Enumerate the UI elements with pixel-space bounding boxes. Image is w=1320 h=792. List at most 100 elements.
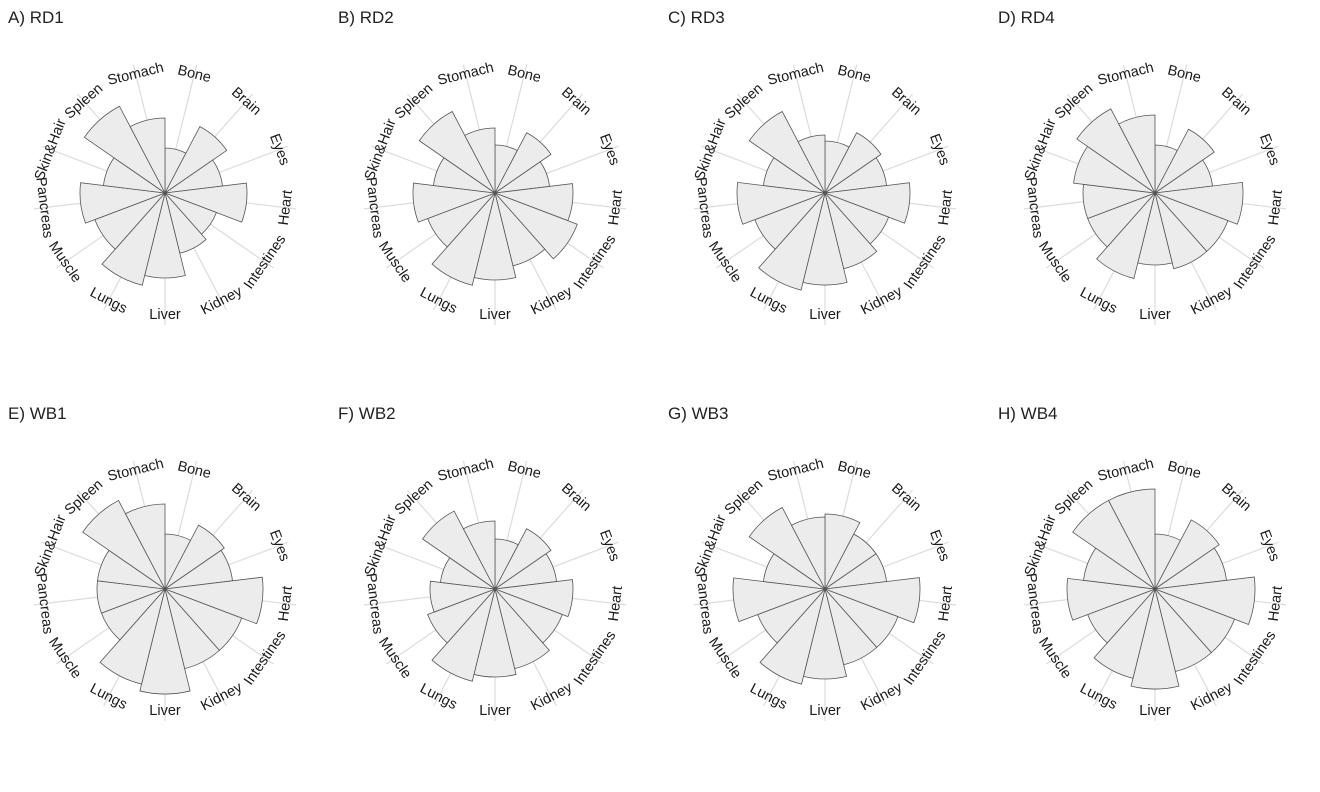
category-label-spleen: Spleen [722,477,766,519]
category-label-muscle: Muscle [375,635,414,682]
petal-pancreas [412,182,496,223]
petal-pancreas [736,181,826,225]
category-label-stomach: Stomach [1096,60,1155,89]
category-label-stomach: Stomach [436,60,495,89]
category-label-muscle: Muscle [705,635,744,682]
panel-title: A) RD1 [8,8,64,27]
chart-panel: Bone Brain Eyes Heart Intestines Kidney Liver L… [990,0,1320,396]
petal-brain [494,132,552,194]
category-label-pancreas: Pancreas [362,176,385,239]
category-label-eyes: Eyes [1256,132,1282,168]
petal-brain [824,132,882,194]
category-label-pancreas: Pancreas [692,572,715,635]
category-label-lungs: Lungs [1077,681,1119,714]
category-label-muscle: Muscle [1035,239,1074,286]
petal-kidney [1154,192,1208,270]
petal-lungs [101,192,166,286]
category-label-spleen: Spleen [392,477,436,519]
category-label-muscle: Muscle [45,635,84,682]
category-label-intestines: Intestines [901,628,949,688]
petal-stomach [790,516,826,590]
petal-muscle [427,588,496,644]
petal-heart [1154,576,1256,625]
category-label-skin-hair: Skin&Hair [692,117,730,183]
category-label-intestines: Intestines [1231,628,1279,688]
petal-liver [1130,588,1180,690]
chart-panel: Bone Brain Eyes Heart Intestines Kidney Liver L… [0,0,330,396]
petal-pancreas [429,580,496,613]
category-label-spleen: Spleen [1052,477,1096,519]
petal-brain [1154,128,1215,194]
category-label-intestines: Intestines [241,628,289,688]
category-label-brain: Brain [228,480,264,514]
category-label-heart: Heart [276,189,296,226]
category-label-bone: Bone [176,459,213,483]
category-label-heart: Heart [276,585,296,622]
category-label-pancreas: Pancreas [32,176,55,239]
petal-heart [164,576,264,625]
petal-brain [494,528,552,590]
category-label-bone: Bone [1166,63,1203,87]
petal-stomach [462,520,496,590]
category-label-brain: Brain [1218,84,1254,118]
category-label-heart: Heart [1266,585,1286,622]
category-label-lungs: Lungs [747,681,789,714]
category-label-skin-hair: Skin&Hair [1022,513,1060,579]
petal-brain [164,524,225,590]
petal-stomach [129,117,166,194]
category-label-eyes: Eyes [926,528,952,564]
category-label-stomach: Stomach [766,456,825,485]
category-label-heart: Heart [606,585,626,622]
category-label-lungs: Lungs [1077,285,1119,318]
category-label-spleen: Spleen [392,81,436,123]
petal-pancreas [1066,577,1156,621]
category-label-bone: Bone [836,63,873,87]
category-label-heart: Heart [936,189,956,226]
petal-lungs [431,588,496,682]
category-label-pancreas: Pancreas [32,572,55,635]
category-label-skin-hair: Skin&Hair [362,117,400,183]
category-label-liver: Liver [149,703,181,719]
category-label-stomach: Stomach [436,456,495,485]
petal-brain [1154,519,1220,590]
chart-panel: Bone Brain Eyes Heart Intestines Kidney Liver L… [0,396,330,792]
petal-spleen [83,105,166,194]
panel-title: H) WB4 [998,404,1058,423]
category-label-brain: Brain [558,480,594,514]
petal-stomach [797,134,826,194]
petal-pancreas [732,577,826,623]
category-label-spleen: Spleen [722,81,766,123]
petal-spleen [748,506,826,590]
category-label-bone: Bone [176,63,213,87]
chart-panel: Bone Brain Eyes Heart Intestines Kidney Liver L… [330,0,660,396]
petal-spleen [748,110,826,194]
category-label-kidney: Kidney [858,679,905,714]
panel-title: C) RD3 [668,8,725,27]
category-label-eyes: Eyes [266,528,292,564]
category-label-eyes: Eyes [266,132,292,168]
category-label-skin-hair: Skin&Hair [692,513,730,579]
petals [82,499,264,695]
category-label-kidney: Kidney [198,679,245,714]
category-label-liver: Liver [1139,307,1171,323]
category-label-liver: Liver [479,703,511,719]
petal-spleen [422,510,496,590]
petal-spleen [1076,108,1156,194]
category-label-liver: Liver [149,307,181,323]
category-label-brain: Brain [888,84,924,118]
panel-title: B) RD2 [338,8,394,27]
category-label-pancreas: Pancreas [1022,572,1045,635]
petals [422,510,574,682]
petal-lungs [758,192,826,291]
category-label-liver: Liver [809,703,841,719]
petal-stomach [1107,488,1156,590]
category-label-heart: Heart [606,189,626,226]
category-label-stomach: Stomach [1096,456,1155,485]
category-label-pancreas: Pancreas [1022,176,1045,239]
